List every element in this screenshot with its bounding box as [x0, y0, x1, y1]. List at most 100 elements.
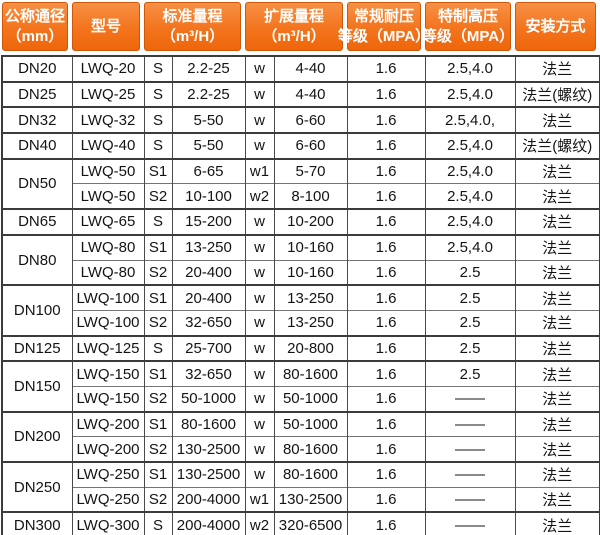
table-row: LWQ-100 S2 32-650 w 13-250 1.6 2.5 法兰: [2, 309, 600, 336]
std-range-cell: 200-4000: [171, 511, 246, 535]
install-cell: 法兰: [514, 410, 600, 437]
install-cell: 法兰: [514, 460, 600, 488]
table-row: DN150 LWQ-150 S1 32-650 w 80-1600 1.6 2.5 法兰: [1, 360, 600, 412]
table-row: DN250 LWQ-250 S1 130-2500 w 80-1600 1.6 —— 法兰: [1, 460, 600, 513]
install-cell: 法兰: [514, 183, 600, 210]
std-range-cell: 20-400: [171, 284, 246, 311]
std-range-cell: 10-100: [171, 183, 246, 210]
dn-cell: DN40: [1, 132, 73, 159]
header-label: 扩展量程: [263, 7, 324, 25]
model-cell: LWQ-250: [71, 460, 145, 488]
install-cell: 法兰: [514, 486, 600, 513]
ext-label-cell: w: [244, 334, 275, 362]
ext-label-cell: w: [244, 80, 275, 108]
header-model: 型号: [72, 2, 140, 51]
pressure-cell: 1.6: [346, 460, 426, 488]
model-cell: LWQ-20: [71, 55, 145, 82]
std-range-cell: 13-250: [171, 233, 246, 260]
std-label-cell: S: [143, 55, 173, 82]
ext-label-cell: w: [244, 259, 275, 286]
std-range-cell: 32-650: [171, 309, 246, 336]
header-nominal-diameter: 公称通径 （mm）: [2, 2, 68, 51]
ext-label-cell: w: [244, 385, 275, 412]
install-cell: 法兰: [514, 511, 600, 535]
table-row: DN32 LWQ-32 S 5-50 w 6-60 1.6 2.5,4.0, 法兰: [1, 106, 600, 134]
ext-range-cell: 4-40: [273, 80, 348, 108]
header-high-pressure: 特制高压 等级（MPA）: [422, 2, 514, 51]
ext-range-cell: 50-1000: [273, 410, 348, 437]
pressure-cell: 1.6: [346, 233, 426, 260]
std-label-cell: S2: [143, 309, 173, 336]
std-label-cell: S2: [143, 385, 173, 412]
ext-range-cell: 4-40: [273, 55, 348, 82]
ext-label-cell: w2: [244, 511, 275, 535]
ext-range-cell: 80-1600: [273, 460, 348, 488]
high-pressure-cell: 2.5,4.0,: [424, 106, 516, 134]
model-cell: LWQ-200: [71, 436, 145, 462]
pressure-cell: 1.6: [346, 55, 426, 82]
ext-label-cell: w: [244, 55, 275, 82]
dn-cell: DN32: [1, 106, 73, 134]
std-label-cell: S: [143, 80, 173, 108]
dn-cell: DN200: [1, 410, 73, 462]
dn-cell: DN25: [1, 80, 73, 108]
std-range-cell: 15-200: [171, 208, 246, 235]
install-cell: 法兰: [514, 208, 600, 235]
table-row: LWQ-80 S2 20-400 w 10-160 1.6 2.5 法兰: [2, 259, 600, 286]
std-label-cell: S: [143, 132, 173, 159]
header-normal-pressure: 常规耐压 等级（MPA）: [338, 2, 430, 51]
high-pressure-cell: 2.5,4.0: [424, 132, 516, 159]
std-range-cell: 5-50: [171, 132, 246, 159]
ext-range-cell: 80-1600: [273, 436, 348, 462]
table-row: DN20 LWQ-20 S 2.2-25 w 4-40 1.6 2.5,4.0 法兰: [1, 55, 600, 82]
model-cell: LWQ-32: [71, 106, 145, 134]
install-cell: 法兰: [514, 284, 600, 311]
table-row: LWQ-200 S2 130-2500 w 80-1600 1.6 —— 法兰: [2, 436, 600, 462]
std-label-cell: S1: [143, 233, 173, 260]
ext-label-cell: w: [244, 360, 275, 387]
dn-cell: DN80: [1, 233, 73, 286]
std-label-cell: S1: [143, 157, 173, 184]
table-row: LWQ-50 S2 10-100 w2 8-100 1.6 2.5,4.0 法兰: [2, 183, 600, 210]
std-label-cell: S1: [143, 410, 173, 437]
std-label-cell: S: [143, 511, 173, 535]
high-pressure-cell: ——: [424, 486, 516, 513]
dn-cell: DN50: [1, 157, 73, 210]
install-cell: 法兰: [514, 157, 600, 184]
dn-cell: DN300: [1, 511, 73, 535]
model-cell: LWQ-65: [71, 208, 145, 235]
pressure-cell: 1.6: [346, 410, 426, 437]
high-pressure-cell: 2.5: [424, 360, 516, 387]
table-row: DN65 LWQ-65 S 15-200 w 10-200 1.6 2.5,4.0 法兰: [1, 208, 600, 235]
dn-cell: DN20: [1, 55, 73, 82]
ext-label-cell: w: [244, 460, 275, 488]
std-range-cell: 2.2-25: [171, 80, 246, 108]
model-cell: LWQ-300: [71, 511, 145, 535]
model-cell: LWQ-100: [71, 309, 145, 336]
high-pressure-cell: ——: [424, 410, 516, 437]
install-cell: 法兰: [514, 259, 600, 286]
install-cell: 法兰: [514, 436, 600, 462]
std-label-cell: S1: [143, 360, 173, 387]
std-range-cell: 50-1000: [171, 385, 246, 412]
install-cell: 法兰: [514, 360, 600, 387]
high-pressure-cell: 2.5,4.0: [424, 157, 516, 184]
header-label: 等级（MPA）: [337, 27, 431, 45]
table-row: DN100 LWQ-100 S1 20-400 w 13-250 1.6 2.5 法兰: [1, 284, 600, 336]
pressure-cell: 1.6: [346, 486, 426, 513]
ext-range-cell: 10-160: [273, 233, 348, 260]
table-row: DN300 LWQ-300 S 200-4000 w2 320-6500 1.6 —— 法兰: [1, 511, 600, 535]
pressure-cell: 1.6: [346, 157, 426, 184]
high-pressure-cell: 2.5,4.0: [424, 183, 516, 210]
std-range-cell: 32-650: [171, 360, 246, 387]
table-row: LWQ-150 S2 50-1000 w 50-1000 1.6 —— 法兰: [2, 385, 600, 412]
ext-range-cell: 320-6500: [273, 511, 348, 535]
ext-label-cell: w: [244, 132, 275, 159]
std-label-cell: S1: [143, 284, 173, 311]
ext-range-cell: 13-250: [273, 284, 348, 311]
header-label: 公称通径: [4, 7, 65, 25]
high-pressure-cell: 2.5,4.0: [424, 208, 516, 235]
std-label-cell: S2: [143, 436, 173, 462]
pressure-cell: 1.6: [346, 511, 426, 535]
ext-range-cell: 8-100: [273, 183, 348, 210]
